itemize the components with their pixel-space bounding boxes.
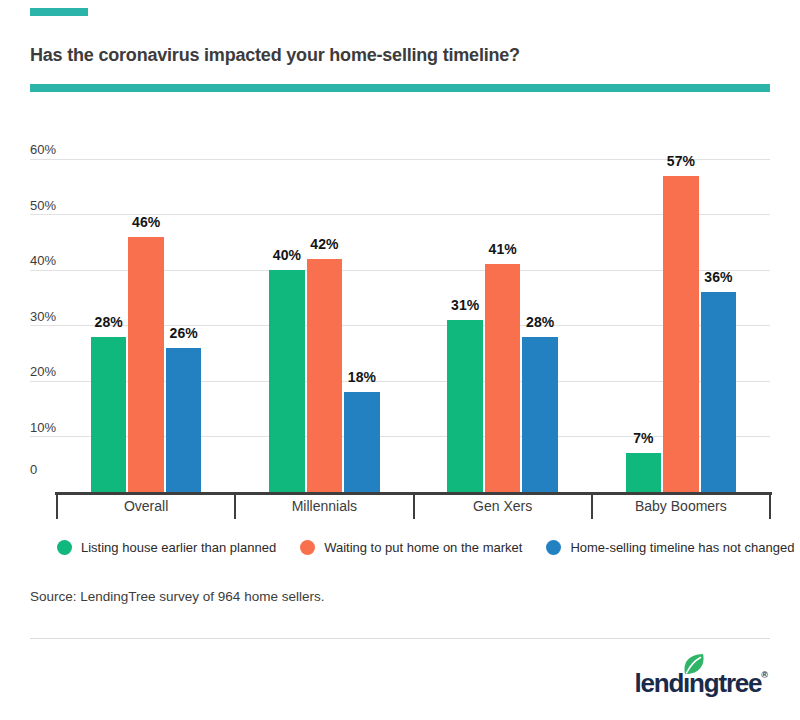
bar (91, 337, 127, 492)
legend-dot (300, 540, 315, 555)
y-axis-tick-label: 20% (30, 365, 76, 379)
x-axis-baseline (55, 492, 772, 495)
legend-item: Listing house earlier than planned (57, 540, 276, 555)
bar-value-label: 41% (473, 241, 533, 257)
bar (269, 270, 305, 492)
bar (447, 320, 483, 492)
bar (522, 337, 558, 492)
bar-value-label: 28% (510, 314, 570, 330)
bar-value-label: 57% (651, 153, 711, 169)
bar (128, 237, 164, 492)
y-axis-tick-label: 50% (30, 199, 76, 213)
bar (626, 453, 662, 492)
leaf-icon (682, 653, 707, 676)
bar (166, 348, 202, 492)
bar (701, 292, 737, 492)
footer-divider (30, 638, 770, 639)
y-axis-tick-label: 30% (30, 310, 76, 324)
bar (344, 392, 380, 492)
legend-label: Home-selling timeline has not changed (570, 540, 794, 555)
legend-label: Listing house earlier than planned (81, 540, 276, 555)
chart-legend: Listing house earlier than planned Waitin… (57, 540, 777, 555)
legend-item: Home-selling timeline has not changed (546, 540, 794, 555)
axis-tick (56, 492, 58, 519)
legend-item: Waiting to put home on the market (300, 540, 522, 555)
bar-value-label: 42% (294, 236, 354, 252)
x-axis-category-label: Gen Xers (414, 497, 592, 515)
chart-page: Has the coronavirus impacted your home-s… (0, 0, 800, 720)
y-axis-tick-label: 60% (30, 143, 76, 157)
y-axis-tick-label: 0 (30, 463, 76, 477)
bar-value-label: 18% (332, 369, 392, 385)
bar-value-label: 26% (154, 325, 214, 341)
x-axis-category-label: Millennials (235, 497, 413, 515)
x-axis-category-label: Overall (57, 497, 235, 515)
x-axis-category-label: Baby Boomers (592, 497, 770, 515)
axis-tick (413, 492, 415, 519)
legend-dot (546, 540, 561, 555)
axis-tick (591, 492, 593, 519)
bar-value-label: 36% (688, 269, 748, 285)
bar (663, 176, 699, 492)
legend-label: Waiting to put home on the market (324, 540, 522, 555)
registered-mark: ® (761, 670, 768, 680)
y-axis-tick-label: 10% (30, 421, 76, 435)
axis-tick (234, 492, 236, 519)
plot-area: 60%50%40%30%20%10%028%46%26%Overall40%42… (0, 0, 800, 720)
source-text: Source: LendingTree survey of 964 home s… (30, 589, 324, 604)
legend-dot (57, 540, 72, 555)
bar (485, 264, 521, 492)
lendingtree-logo: lendıngtree® (634, 668, 768, 704)
bar-value-label: 46% (116, 214, 176, 230)
y-axis-tick-label: 40% (30, 254, 76, 268)
axis-tick (769, 492, 771, 519)
